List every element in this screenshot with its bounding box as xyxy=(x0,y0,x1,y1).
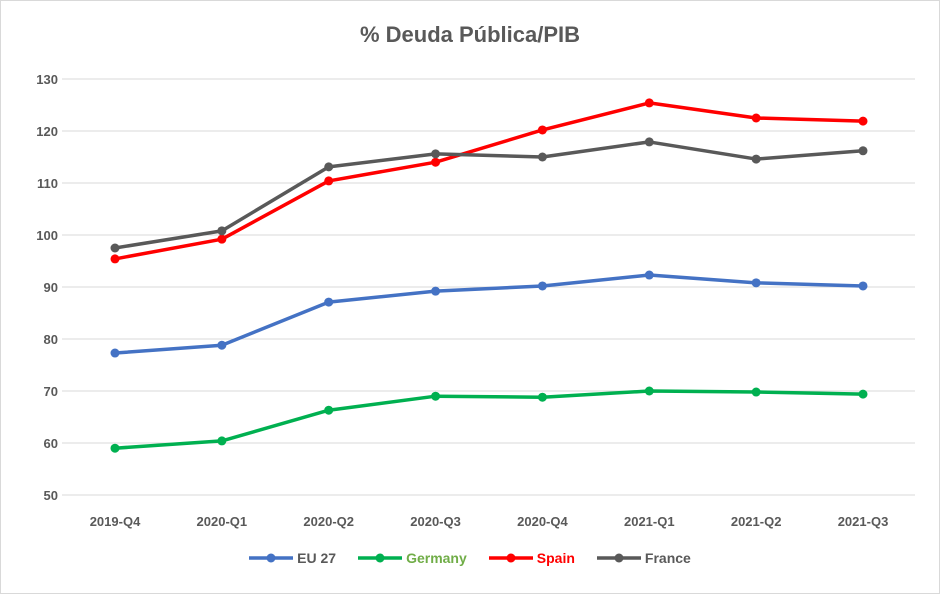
y-tick-label: 50 xyxy=(44,488,58,503)
data-point xyxy=(217,234,227,244)
legend-item: France xyxy=(596,550,691,566)
data-point xyxy=(431,286,441,296)
y-tick-label: 100 xyxy=(36,228,58,243)
data-point xyxy=(324,297,334,307)
data-point xyxy=(751,113,761,123)
data-point xyxy=(751,278,761,288)
data-point xyxy=(324,162,334,172)
series-line-germany xyxy=(114,389,864,450)
x-tick-label: 2019-Q4 xyxy=(90,514,141,529)
series-line-spain xyxy=(114,101,864,261)
data-point xyxy=(751,154,761,164)
data-point xyxy=(644,270,654,280)
x-tick-label: 2020-Q2 xyxy=(303,514,354,529)
x-tick-label: 2020-Q4 xyxy=(517,514,568,529)
y-tick-label: 90 xyxy=(44,280,58,295)
data-point xyxy=(537,281,547,291)
data-point xyxy=(858,281,868,291)
data-point xyxy=(431,149,441,159)
legend-item: EU 27 xyxy=(249,550,336,566)
y-tick-label: 80 xyxy=(44,332,58,347)
series-line-eu-27 xyxy=(114,273,864,355)
legend-marker xyxy=(249,553,294,563)
data-point xyxy=(110,254,120,264)
data-point xyxy=(644,386,654,396)
x-tick-label: 2020-Q3 xyxy=(410,514,461,529)
x-tick-label: 2021-Q2 xyxy=(731,514,782,529)
data-point xyxy=(537,152,547,162)
legend-marker xyxy=(358,553,403,563)
data-point xyxy=(431,391,441,401)
data-point xyxy=(537,392,547,402)
legend-label: EU 27 xyxy=(297,550,337,566)
data-point xyxy=(537,125,547,135)
y-tick-label: 130 xyxy=(36,72,58,87)
legend-item: Germany xyxy=(358,550,467,566)
legend-item: Spain xyxy=(488,550,575,566)
chart-title: % Deuda Pública/PIB xyxy=(359,22,581,47)
legend-label: Germany xyxy=(406,550,467,566)
legend-label: France xyxy=(644,550,691,566)
data-point xyxy=(644,98,654,108)
data-point xyxy=(217,436,227,446)
y-tick-label: 110 xyxy=(37,176,58,191)
legend-label: Spain xyxy=(536,550,575,566)
data-point xyxy=(324,176,334,186)
series-line-france xyxy=(114,140,864,250)
data-point xyxy=(110,243,120,253)
y-tick-label: 70 xyxy=(44,384,58,399)
data-point xyxy=(324,405,334,415)
data-point xyxy=(858,116,868,126)
data-point xyxy=(110,348,120,358)
y-tick-label: 120 xyxy=(36,124,58,139)
y-tick-label: 60 xyxy=(44,436,58,451)
x-tick-label: 2020-Q1 xyxy=(197,514,248,529)
legend-marker xyxy=(488,553,533,563)
data-point xyxy=(431,157,441,167)
x-tick-label: 2021-Q1 xyxy=(624,514,675,529)
data-point xyxy=(858,146,868,156)
data-point xyxy=(751,387,761,397)
legend: EU 27 Germany Spain France xyxy=(0,550,940,566)
data-point xyxy=(858,389,868,399)
data-point xyxy=(217,340,227,350)
data-point xyxy=(644,137,654,147)
data-point xyxy=(110,443,120,453)
data-point xyxy=(217,226,227,236)
x-tick-label: 2021-Q3 xyxy=(838,514,889,529)
legend-marker xyxy=(596,553,641,563)
